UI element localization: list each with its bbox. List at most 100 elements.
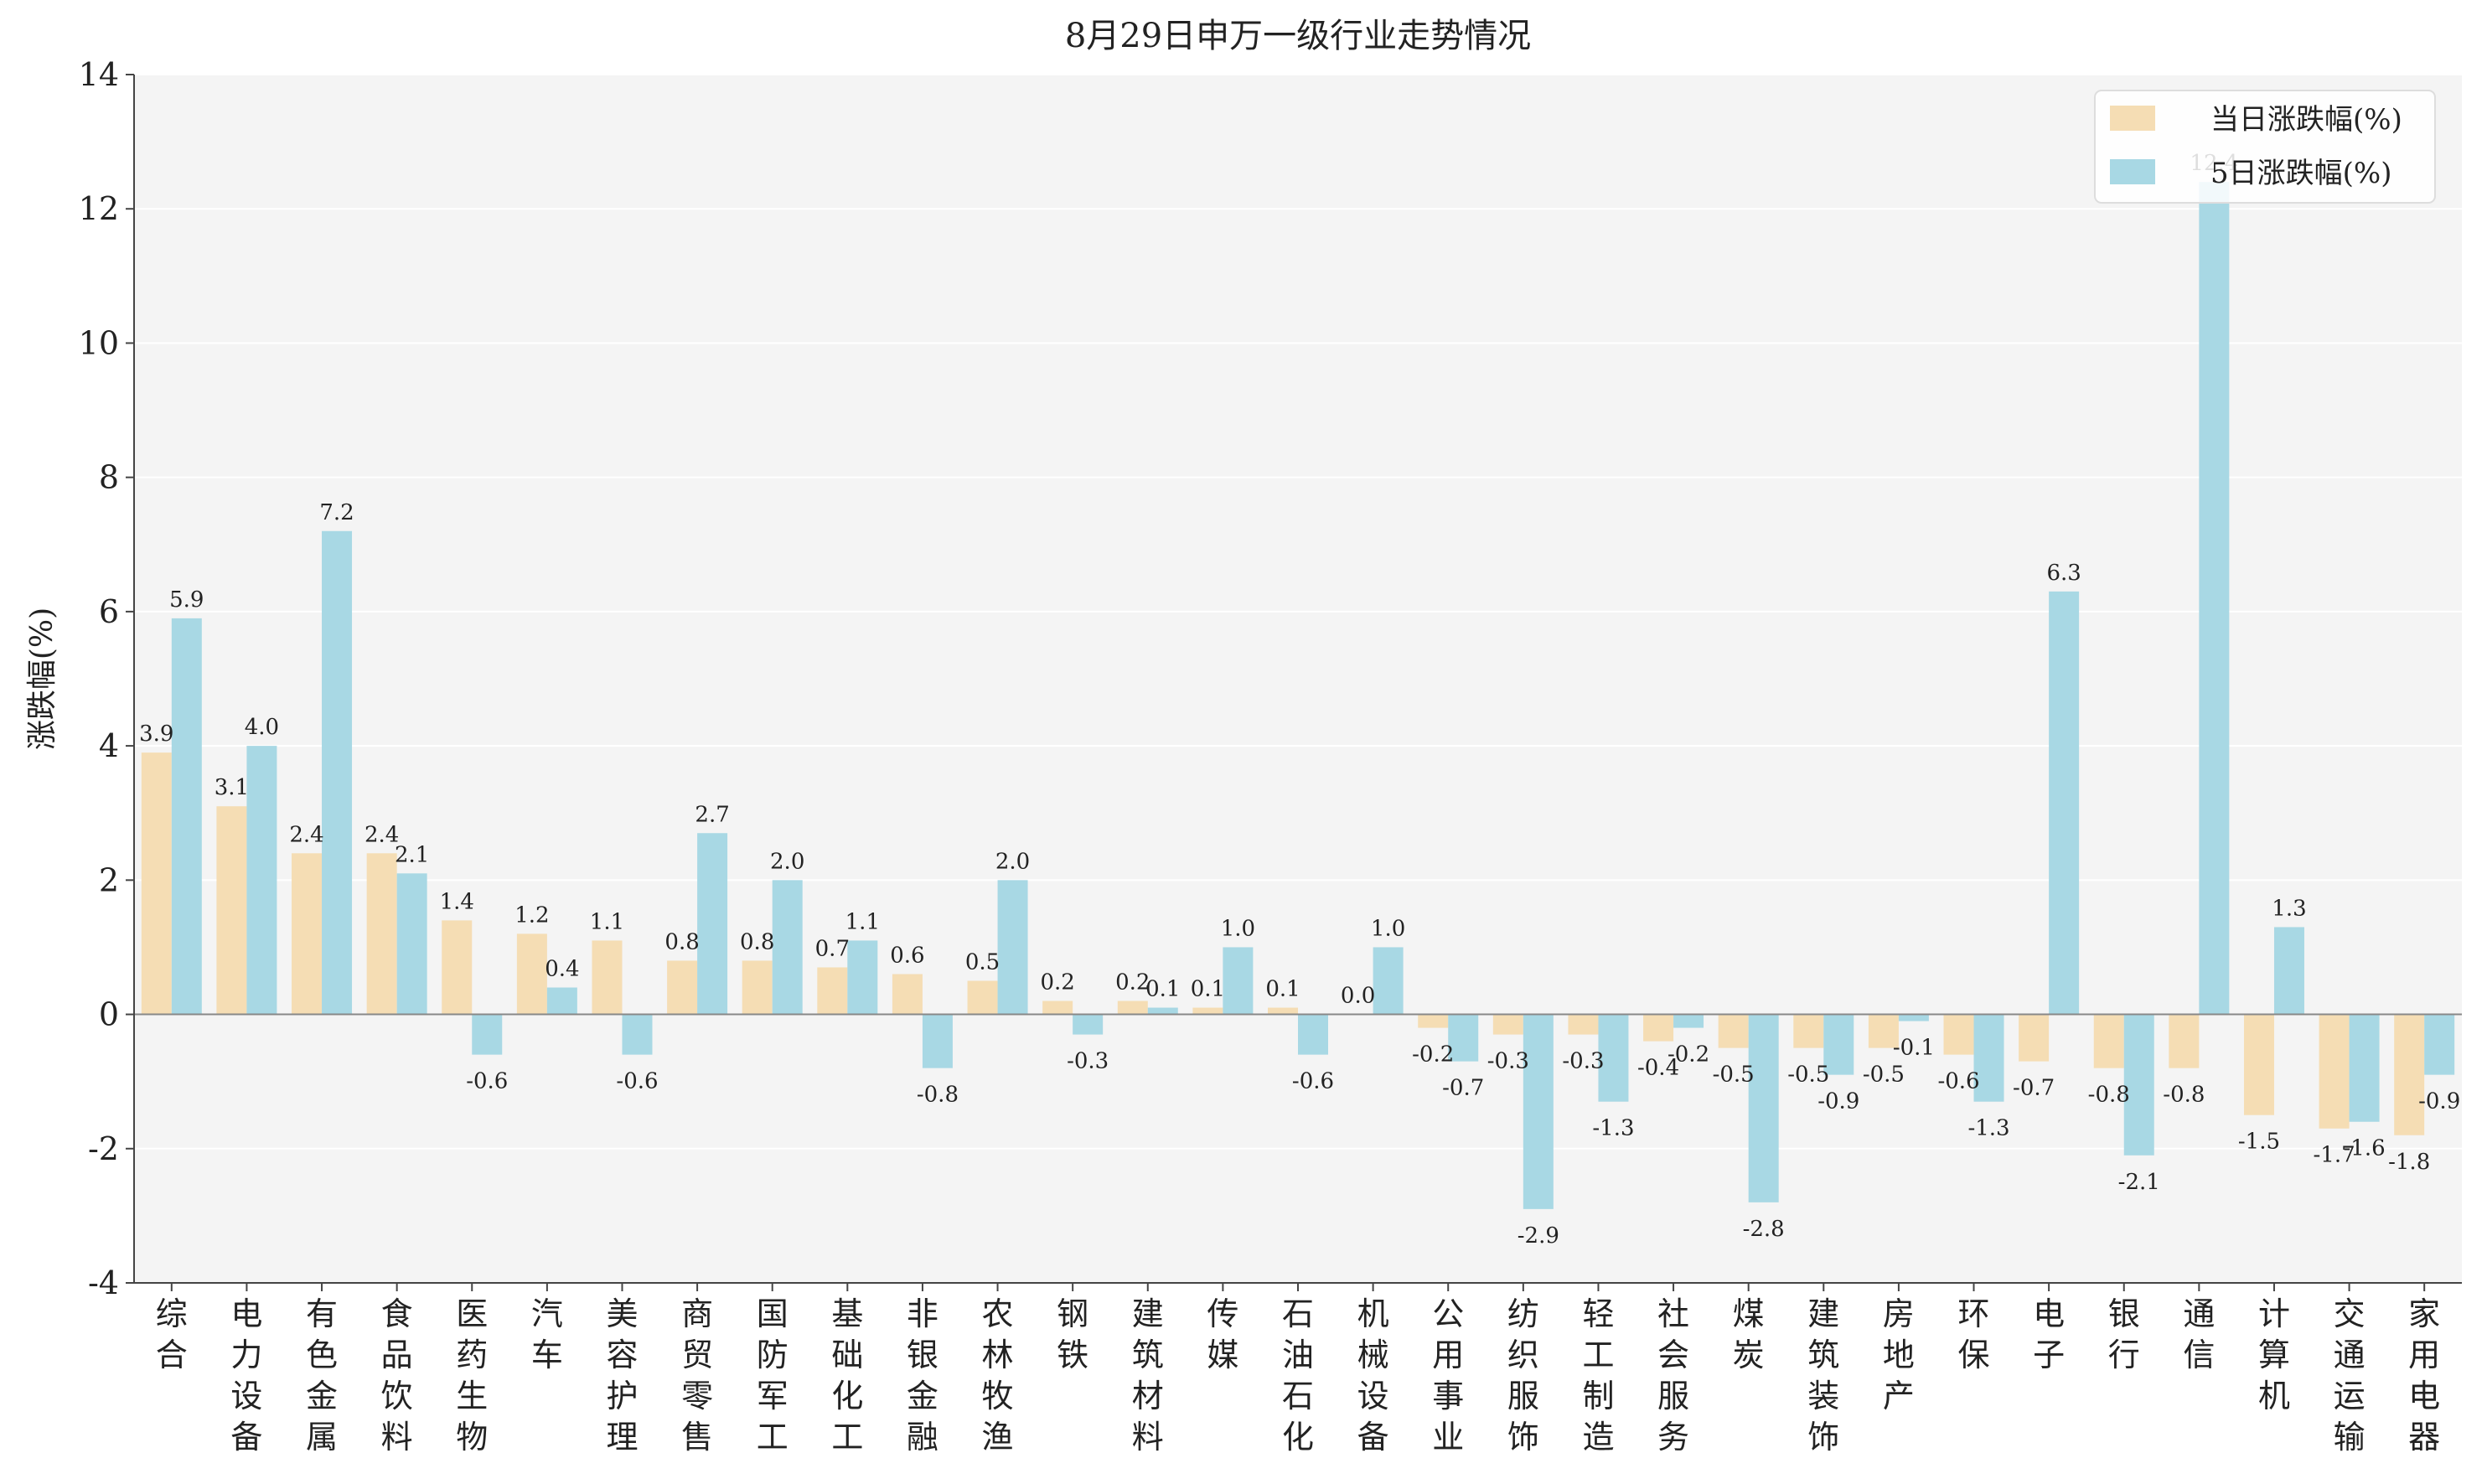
x-tick-label-2: 有色金属 [306, 1295, 338, 1456]
label-daily-25: -0.7 [2013, 1076, 2055, 1101]
x-tick-label-30: 家用电器 [2408, 1295, 2440, 1456]
bar-daily-7 [667, 960, 698, 1015]
label-5day-6: -0.6 [616, 1069, 658, 1094]
x-tick-label-25: 电子 [2033, 1295, 2065, 1373]
label-daily-27: -0.8 [2163, 1083, 2205, 1108]
legend-label-daily: 当日涨跌幅(%) [2210, 103, 2402, 137]
label-daily-29: -1.7 [2314, 1143, 2355, 1168]
legend-swatch-daily [2110, 106, 2155, 131]
label-5day-16: 1.0 [1371, 916, 1405, 941]
label-daily-19: -0.3 [1562, 1049, 1604, 1074]
label-5day-0: 5.9 [169, 587, 204, 613]
label-daily-2: 2.4 [289, 822, 323, 847]
label-5day-24: -1.3 [1967, 1116, 2009, 1141]
x-tick-label-0: 综合 [156, 1295, 188, 1373]
label-daily-0: 3.9 [139, 721, 173, 747]
x-tick-label-15: 石油石化 [1282, 1295, 1314, 1456]
label-daily-11: 0.5 [965, 950, 1000, 975]
bar-5day-20 [1673, 1014, 1704, 1028]
label-daily-5: 1.2 [514, 902, 549, 928]
bar-daily-24 [1943, 1014, 1974, 1055]
label-5day-20: -0.2 [1667, 1042, 1709, 1068]
label-5day-25: 6.3 [2046, 561, 2081, 586]
legend-swatch-5day [2110, 159, 2155, 184]
bar-5day-26 [2123, 1014, 2154, 1156]
x-tick-label-19: 轻工制造 [1582, 1295, 1614, 1456]
bar-5day-22 [1823, 1014, 1854, 1075]
y-tick-label: -4 [88, 1264, 119, 1301]
bar-5day-4 [472, 1014, 503, 1055]
x-tick-label-13: 建筑材料 [1132, 1295, 1164, 1456]
y-tick-label: 2 [99, 861, 119, 898]
bar-daily-4 [442, 920, 473, 1015]
x-tick-label-29: 交通运输 [2334, 1295, 2365, 1456]
bar-5day-25 [2049, 591, 2080, 1015]
bar-5day-1 [246, 746, 277, 1015]
label-5day-10: -0.8 [917, 1083, 959, 1108]
label-5day-18: -2.9 [1518, 1223, 1559, 1249]
label-daily-16: 0.0 [1341, 984, 1375, 1009]
legend-box [2094, 90, 2436, 204]
y-tick-label: -2 [88, 1130, 119, 1167]
x-tick-label-24: 环保 [1958, 1295, 1990, 1373]
bar-daily-15 [1268, 1007, 1298, 1015]
bar-daily-0 [141, 752, 172, 1015]
bar-5day-16 [1373, 947, 1404, 1015]
bar-5day-28 [2273, 927, 2304, 1015]
bar-daily-28 [2243, 1014, 2274, 1115]
label-5day-4: -0.6 [466, 1069, 508, 1094]
bar-5day-15 [1298, 1014, 1328, 1055]
y-tick-label: 14 [79, 56, 119, 93]
bar-daily-21 [1718, 1014, 1749, 1048]
label-daily-30: -1.8 [2388, 1150, 2430, 1175]
x-tick-label-11: 农林牧渔 [982, 1295, 1014, 1456]
bar-5day-27 [2199, 182, 2230, 1015]
bar-5day-13 [1147, 1007, 1178, 1015]
bar-5day-18 [1523, 1014, 1554, 1209]
x-tick-label-27: 通信 [2183, 1295, 2215, 1373]
bar-daily-27 [2169, 1014, 2200, 1068]
bar-daily-2 [292, 853, 323, 1015]
bar-5day-24 [1973, 1014, 2004, 1102]
bar-5day-8 [772, 880, 803, 1015]
bar-daily-10 [892, 974, 923, 1015]
bar-5day-7 [697, 833, 728, 1015]
x-tick-label-16: 机械设备 [1357, 1295, 1389, 1456]
bar-5day-23 [1898, 1014, 1929, 1021]
bar-5day-11 [997, 880, 1028, 1015]
bar-5day-19 [1598, 1014, 1629, 1102]
label-5day-23: -0.1 [1893, 1036, 1935, 1061]
label-daily-10: 0.6 [890, 943, 924, 968]
label-5day-30: -0.9 [2418, 1089, 2460, 1114]
x-ticks: 综合 电力设备 有色金属 食品饮料 医药生物 汽车 美容护理 商贸零售 国防军工 基础化工 非银金融… [156, 1283, 2440, 1456]
bar-daily-22 [1793, 1014, 1824, 1048]
x-tick-label-22: 建筑装饰 [1807, 1295, 1839, 1456]
x-tick-label-10: 非银金融 [907, 1295, 938, 1456]
label-daily-8: 0.8 [740, 929, 774, 954]
y-ticks: -4 -2 0 2 4 6 8 10 12 14 [79, 56, 134, 1301]
label-daily-7: 0.8 [664, 929, 699, 954]
bar-daily-30 [2394, 1014, 2425, 1135]
x-tick-label-12: 钢铁 [1057, 1295, 1088, 1373]
bar-daily-19 [1568, 1014, 1599, 1035]
legend-label-5day: 5日涨跌幅(%) [2210, 157, 2391, 190]
bar-daily-18 [1492, 1014, 1523, 1035]
x-tick-label-18: 纺织服饰 [1507, 1295, 1539, 1456]
bar-daily-29 [2319, 1014, 2350, 1129]
label-daily-1: 3.1 [215, 775, 249, 800]
bar-daily-20 [1643, 1014, 1674, 1042]
bars [141, 182, 2455, 1209]
label-5day-5: 0.4 [545, 957, 579, 982]
legend: 当日涨跌幅(%) 5日涨跌幅(%) [2094, 90, 2436, 204]
label-daily-28: -1.5 [2238, 1130, 2280, 1155]
bar-daily-9 [817, 967, 848, 1015]
bar-daily-14 [1192, 1007, 1223, 1015]
bar-5day-29 [2349, 1014, 2380, 1122]
bar-daily-6 [592, 940, 623, 1015]
label-5day-15: -0.6 [1292, 1069, 1334, 1094]
label-daily-23: -0.5 [1863, 1063, 1905, 1088]
label-5day-11: 2.0 [995, 849, 1030, 874]
label-5day-1: 4.0 [245, 715, 279, 740]
label-5day-28: 1.3 [2272, 896, 2306, 921]
